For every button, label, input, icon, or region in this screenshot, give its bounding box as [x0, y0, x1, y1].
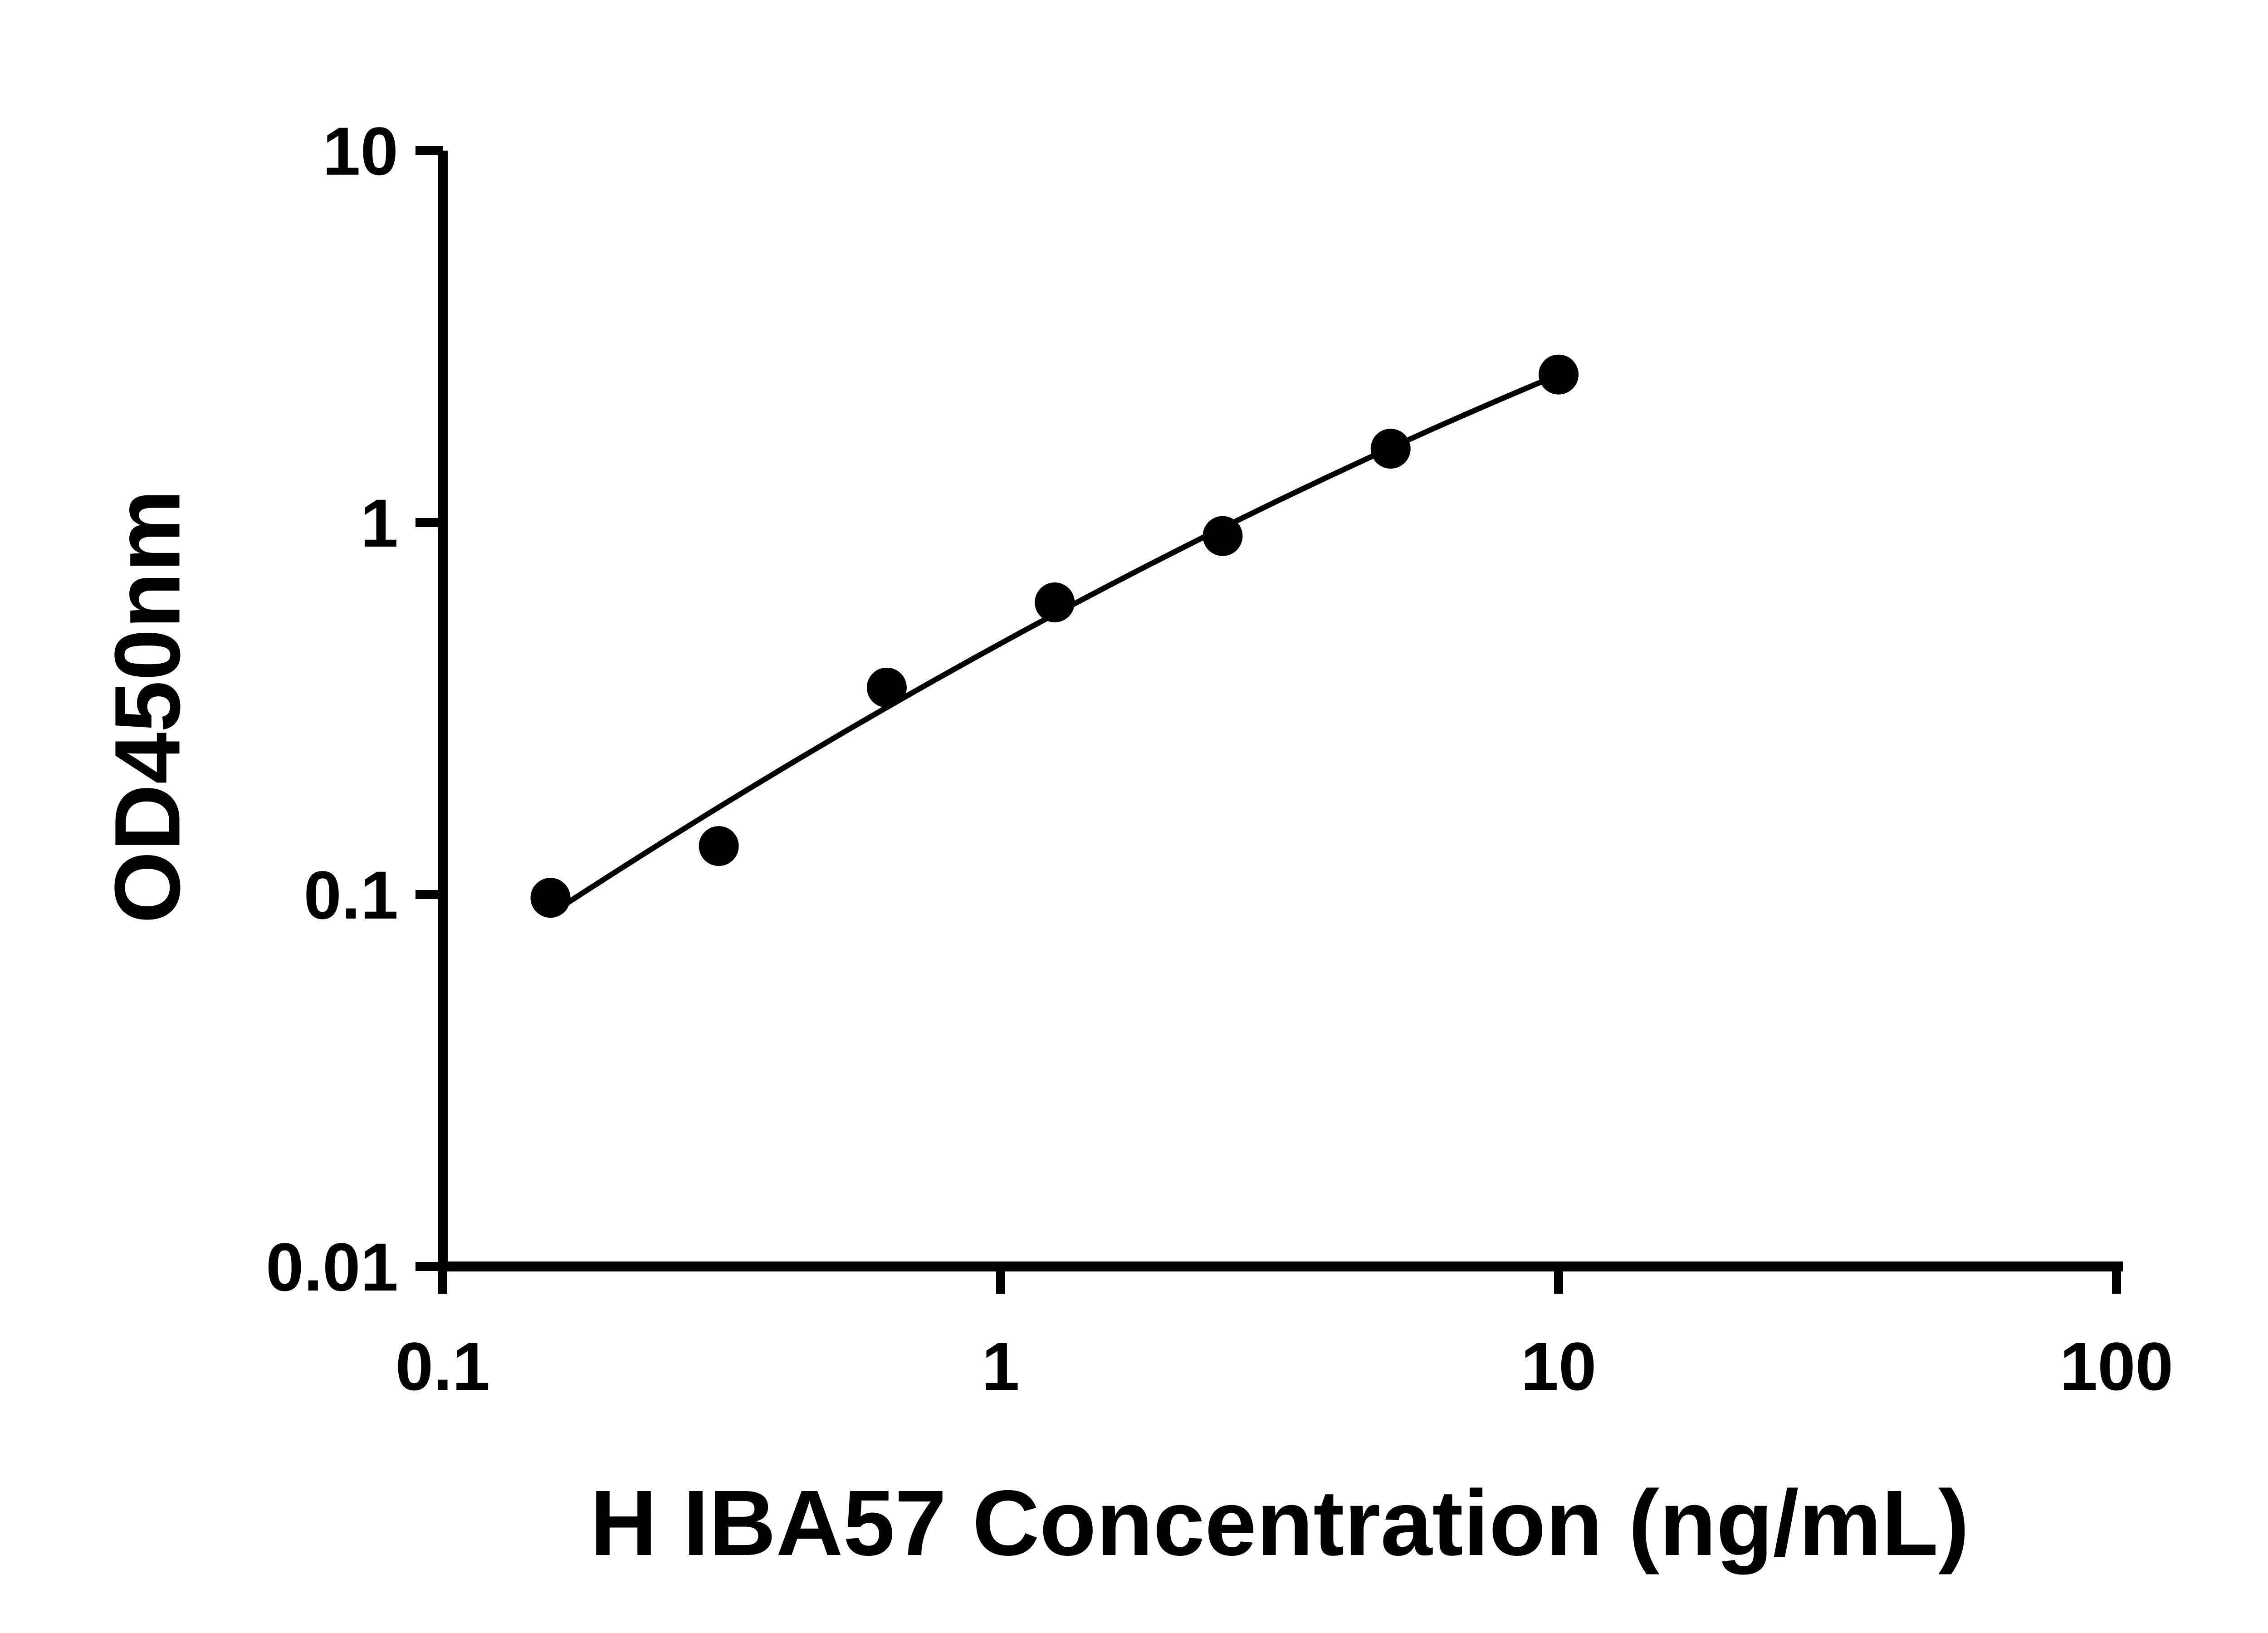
data-point	[1370, 429, 1411, 469]
data-point	[1202, 516, 1243, 556]
x-tick-label: 0.1	[396, 1328, 490, 1404]
x-tick-label: 10	[1521, 1328, 1597, 1404]
x-tick-label: 100	[2060, 1328, 2173, 1404]
y-tick-label: 0.1	[303, 857, 398, 933]
data-point	[1539, 354, 1579, 395]
data-point	[866, 667, 907, 708]
data-point	[699, 826, 739, 866]
y-tick-label: 0.01	[266, 1229, 398, 1305]
y-tick-label: 1	[361, 485, 398, 561]
data-point	[530, 878, 571, 918]
axes	[438, 151, 2123, 1271]
data-point	[1035, 582, 1075, 623]
y-tick-label: 10	[323, 113, 398, 189]
y-axis-title: OD450nm	[95, 489, 200, 924]
x-axis-title: H IBA57 Concentration (ng/mL)	[590, 1471, 1970, 1575]
x-tick-label: 1	[982, 1328, 1019, 1404]
